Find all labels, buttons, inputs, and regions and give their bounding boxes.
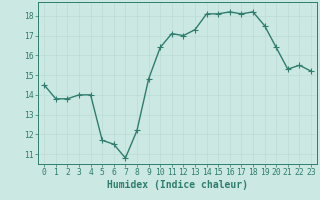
X-axis label: Humidex (Indice chaleur): Humidex (Indice chaleur) <box>107 180 248 190</box>
